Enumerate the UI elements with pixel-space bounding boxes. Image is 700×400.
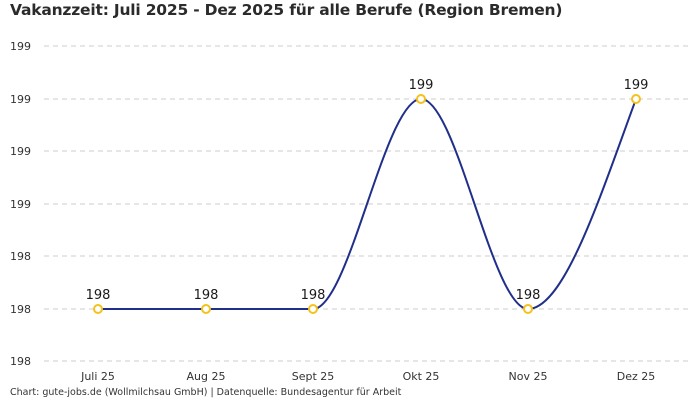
y-tick-label: 199: [10, 40, 31, 53]
data-point-label: 199: [409, 78, 434, 93]
data-line: [98, 97, 637, 311]
chart-title: Vakanzzeit: Juli 2025 - Dez 2025 für all…: [10, 1, 563, 19]
data-point-marker[interactable]: [201, 304, 211, 314]
data-point-marker[interactable]: [416, 94, 426, 104]
data-point-marker[interactable]: [631, 94, 641, 104]
x-tick-label: Dez 25: [617, 370, 656, 383]
x-tick-label: Aug 25: [187, 370, 226, 383]
data-labels: 198 198 198 199 198 199: [86, 78, 649, 303]
data-point-label: 198: [516, 288, 541, 303]
data-markers: [93, 94, 641, 314]
x-tick-label: Nov 25: [509, 370, 548, 383]
y-tick-label: 199: [10, 145, 31, 158]
y-tick-label: 198: [10, 250, 31, 263]
y-tick-label: 199: [10, 198, 31, 211]
y-axis-ticks: 199 199 199 199 198 198 198: [10, 40, 31, 368]
data-point-label: 198: [301, 288, 326, 303]
chart-source-footer: Chart: gute-jobs.de (Wollmilchsau GmbH) …: [10, 387, 402, 398]
y-tick-label: 199: [10, 93, 31, 106]
y-tick-label: 198: [10, 355, 31, 368]
data-point-label: 199: [624, 78, 649, 93]
x-tick-label: Sept 25: [292, 370, 335, 383]
data-point-marker[interactable]: [308, 304, 318, 314]
data-point-marker[interactable]: [523, 304, 533, 314]
x-tick-label: Juli 25: [80, 370, 115, 383]
data-point-label: 198: [194, 288, 219, 303]
x-axis-ticks: Juli 25 Aug 25 Sept 25 Okt 25 Nov 25 Dez 25: [80, 370, 655, 383]
x-tick-label: Okt 25: [403, 370, 440, 383]
data-point-label: 198: [86, 288, 111, 303]
data-point-marker[interactable]: [93, 304, 103, 314]
y-tick-label: 198: [10, 303, 31, 316]
